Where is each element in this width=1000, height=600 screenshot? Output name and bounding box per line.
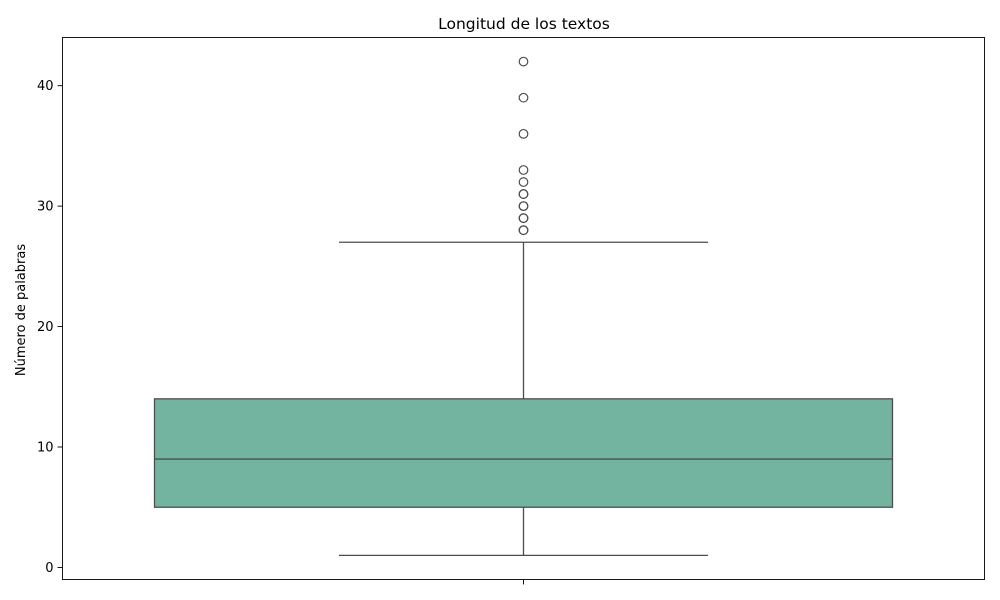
outlier-point: [518, 165, 529, 175]
outlier-point: [518, 177, 529, 187]
outlier-point: [518, 92, 529, 103]
box-group: [153, 241, 894, 557]
outlier-point: [518, 189, 529, 199]
outlier-point: [518, 213, 529, 224]
outlier-point: [518, 128, 529, 139]
chart-title: Longitud de los textos: [438, 15, 610, 33]
interquartile-box: [153, 398, 894, 508]
outlier-point: [518, 201, 529, 212]
y-tick-label: 10: [37, 441, 54, 456]
y-tick-label: 40: [37, 79, 54, 94]
y-tick-label: 20: [37, 320, 54, 335]
outlier-point: [518, 56, 529, 67]
y-axis-ticks: 0 10 20 30 40: [37, 79, 63, 576]
y-tick-label: 0: [45, 561, 53, 576]
y-tick-label: 30: [37, 200, 54, 215]
outliers-group: [518, 56, 529, 236]
y-axis-label: Número de palabras: [14, 244, 29, 377]
outlier-point: [518, 225, 529, 236]
